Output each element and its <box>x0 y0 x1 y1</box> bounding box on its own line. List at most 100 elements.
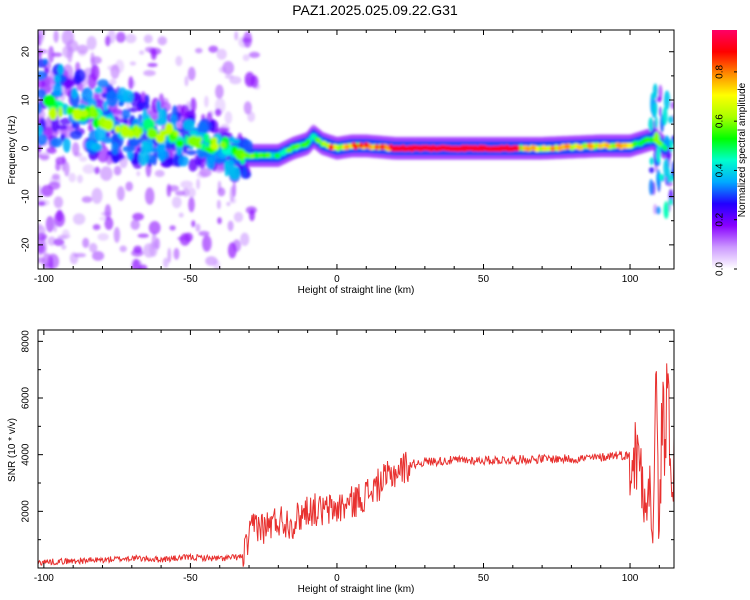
heatmap-cell <box>302 141 308 148</box>
y-tick-label: 6000 <box>21 386 32 409</box>
spectrogram-x-label: Height of straight line (km) <box>298 285 415 296</box>
heatmap-cell <box>166 183 172 197</box>
heatmap-cell <box>138 150 149 166</box>
heatmap-cell <box>514 145 521 152</box>
heatmap-cell <box>669 139 674 152</box>
x-tick-label: -100 <box>34 274 54 285</box>
heatmap-cell <box>81 196 93 203</box>
heatmap-cell <box>242 37 252 43</box>
heatmap-cell <box>374 144 380 150</box>
heatmap-cell <box>120 124 130 138</box>
heatmap-cell <box>353 143 359 150</box>
x-tick-label: -50 <box>183 573 198 584</box>
heatmap-cell <box>38 33 41 47</box>
heatmap-cell <box>105 35 111 47</box>
heatmap-cell <box>295 143 301 150</box>
x-tick-label: 50 <box>478 274 490 285</box>
heatmap-cell <box>215 84 224 99</box>
x-tick-label: -50 <box>183 274 198 285</box>
heatmap-cell <box>74 69 86 83</box>
heatmap-cell <box>95 126 106 142</box>
heatmap-cell <box>94 86 103 94</box>
heatmap-cell <box>90 56 102 65</box>
heatmap-cell <box>60 133 66 142</box>
heatmap-cell <box>91 142 103 152</box>
heatmap-cell <box>66 106 74 116</box>
heatmap-cell <box>249 153 255 159</box>
heatmap-cell <box>224 111 233 125</box>
heatmap-cell <box>150 48 157 60</box>
heatmap-cell <box>97 233 109 241</box>
heatmap-cell <box>183 119 195 131</box>
heatmap-cell <box>126 150 134 161</box>
y-tick-label: 2000 <box>21 500 32 523</box>
heatmap-cell <box>587 142 593 149</box>
heatmap-cell <box>670 101 674 110</box>
heatmap-cell <box>243 101 252 115</box>
heatmap-cell <box>216 199 221 210</box>
heatmap-cell <box>188 196 195 213</box>
heatmap-cell <box>648 117 654 132</box>
heatmap-cell <box>244 71 255 88</box>
heatmap-cell <box>148 221 161 235</box>
heatmap-cell <box>227 242 237 259</box>
heatmap-cell <box>240 152 246 159</box>
heatmap-cell <box>224 160 230 177</box>
snr-frame <box>37 329 675 569</box>
snr-x-axis: -100 -50 0 50 100 <box>34 330 660 584</box>
heatmap-cell <box>597 143 603 150</box>
heatmap-cell <box>48 46 55 63</box>
page-title: PAZ1.2025.025.09.22.G31 <box>292 2 458 18</box>
heatmap-cell <box>178 212 184 218</box>
heatmap-cell <box>121 108 131 120</box>
heatmap-cell <box>79 156 88 162</box>
heatmap-cell <box>89 242 98 253</box>
heatmap-cell <box>550 145 556 152</box>
heatmap-cell <box>564 143 570 150</box>
heatmap-cell <box>173 130 179 137</box>
snr-x-label: Height of straight line (km) <box>298 584 415 595</box>
heatmap-cell <box>203 133 210 144</box>
heatmap-cell <box>38 70 48 81</box>
heatmap-cell <box>344 144 350 151</box>
heatmap-cell <box>146 128 158 139</box>
heatmap-cell <box>187 66 196 81</box>
heatmap-cell <box>216 127 230 133</box>
heatmap-cell <box>321 140 327 147</box>
heatmap-cell <box>51 52 63 57</box>
heatmap-cell <box>143 34 153 44</box>
heatmap-cell <box>115 31 126 43</box>
heatmap-cell <box>69 130 83 140</box>
colorbar-gradient <box>712 30 737 269</box>
heatmap-cell <box>204 95 209 108</box>
heatmap-cell <box>185 150 197 156</box>
heatmap-cell <box>265 152 271 159</box>
heatmap-cell <box>525 146 531 152</box>
heatmap-cell <box>77 174 83 184</box>
heatmap-cell <box>210 142 219 150</box>
heatmap-cell <box>247 111 256 123</box>
y-tick-label: 20 <box>21 46 32 58</box>
heatmap-cell <box>128 129 135 139</box>
heatmap-cell <box>57 63 64 76</box>
heatmap-cell <box>40 234 46 241</box>
heatmap-cell <box>195 223 201 232</box>
heatmap-cell <box>211 137 218 144</box>
heatmap-cell <box>143 118 155 132</box>
y-tick-label: 4000 <box>21 443 32 466</box>
heatmap-cell <box>38 133 48 146</box>
spectrogram-heatmap <box>38 30 674 269</box>
heatmap-cell <box>53 30 59 43</box>
heatmap-cell <box>131 258 141 269</box>
heatmap-cell <box>110 64 120 79</box>
heatmap-cell <box>171 196 182 209</box>
heatmap-cell <box>219 141 226 149</box>
heatmap-cell <box>242 139 254 154</box>
colorbar-label: Normalized spectral amplitude <box>737 82 748 217</box>
heatmap-cell <box>122 145 136 153</box>
heatmap-cell <box>179 233 191 246</box>
heatmap-cell <box>82 164 96 174</box>
x-tick-label: -100 <box>34 573 54 584</box>
